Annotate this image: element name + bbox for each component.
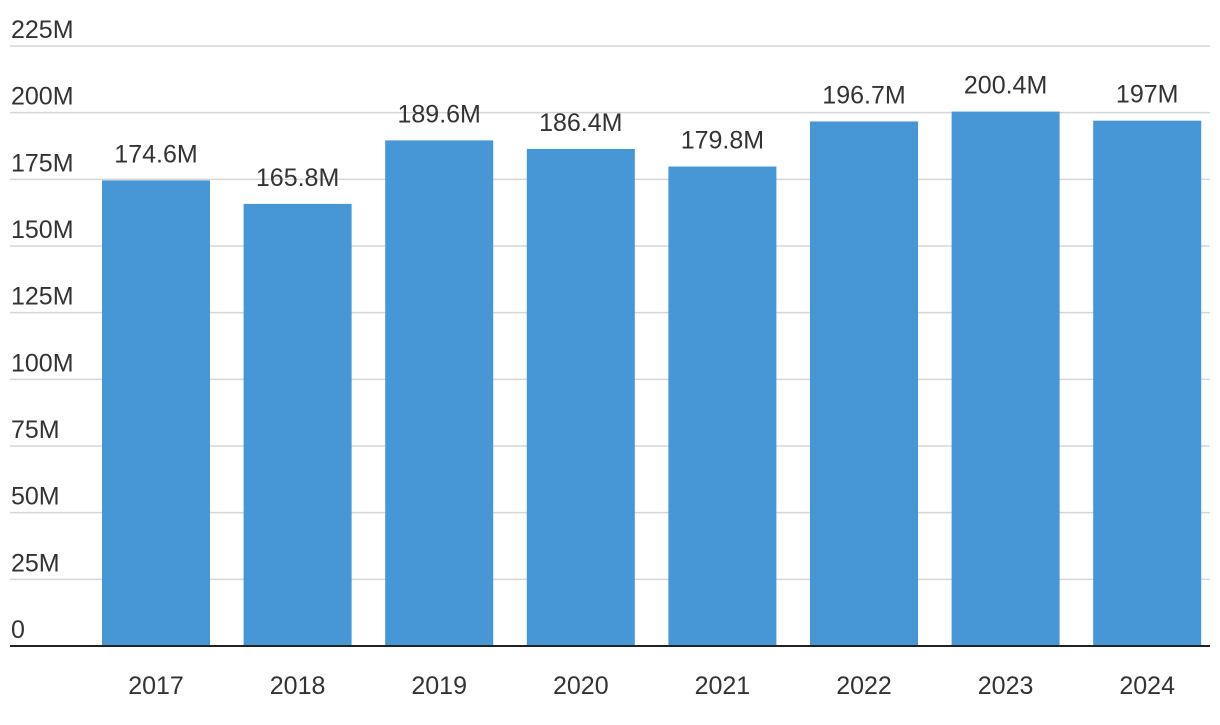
x-tick-label: 2021	[695, 672, 751, 700]
bar-2019	[385, 140, 494, 646]
value-label: 196.7M	[822, 81, 905, 109]
value-label: 200.4M	[964, 72, 1047, 100]
x-tick-label: 2023	[978, 672, 1034, 700]
bar-2017	[102, 180, 210, 646]
y-tick-label: 50M	[11, 483, 60, 511]
bar-2023	[951, 111, 1060, 647]
label-layer: 174.6M 165.8M 189.6M 186.4M 179.8M 196.7M 200.…	[114, 72, 1178, 192]
x-tick-label: 2020	[553, 672, 609, 700]
x-tick-label: 2019	[411, 672, 467, 700]
x-tick-label: 2018	[270, 672, 326, 700]
value-label: 186.4M	[539, 109, 622, 137]
y-tick-label: 100M	[11, 349, 74, 377]
y-tick-label: 75M	[11, 416, 60, 444]
bar-2020	[526, 148, 635, 646]
y-tick-label: 200M	[11, 83, 74, 111]
y-tick-label: 0	[11, 616, 25, 644]
axis-layer: 0 25M 50M 75M 100M 125M 150M 175M 200M 225M 2017 20…	[10, 16, 1210, 700]
y-tick-label: 175M	[11, 149, 74, 177]
y-tick-label: 25M	[11, 549, 60, 577]
bar-layer	[102, 111, 1202, 647]
y-tick-label: 150M	[11, 216, 74, 244]
y-tick-label: 225M	[11, 16, 74, 44]
value-label: 189.6M	[398, 100, 481, 128]
x-tick-label: 2017	[128, 672, 184, 700]
x-tick-label: 2024	[1119, 672, 1175, 700]
value-label: 165.8M	[256, 164, 339, 192]
value-label: 197M	[1116, 81, 1179, 109]
x-tick-label: 2022	[836, 672, 892, 700]
bar-2024	[1093, 120, 1202, 646]
bar-2018	[243, 203, 352, 646]
bar-2022	[810, 121, 918, 646]
value-label: 179.8M	[681, 127, 764, 155]
value-label: 174.6M	[114, 140, 197, 168]
y-tick-label: 125M	[11, 283, 74, 311]
bar-2021	[668, 166, 777, 647]
